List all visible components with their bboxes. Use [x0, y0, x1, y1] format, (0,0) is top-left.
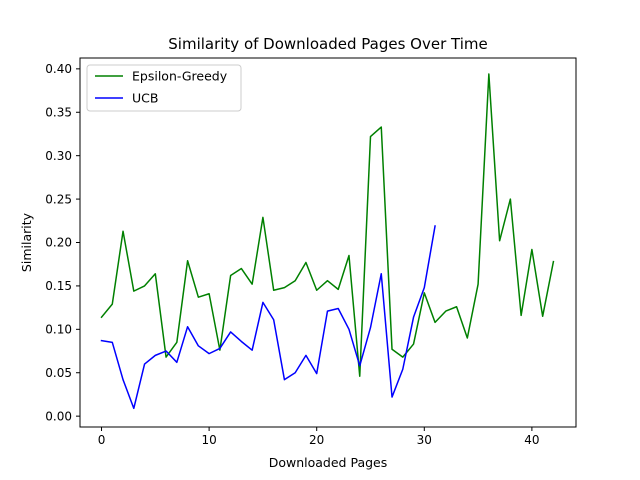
- series-layer: [100, 73, 555, 410]
- y-axis-label: Similarity: [19, 212, 34, 272]
- x-ticks: 0 10 20 30 40: [98, 427, 540, 447]
- x-tick-label: 40: [524, 433, 539, 447]
- x-axis-label: Downloaded Pages: [269, 455, 388, 470]
- y-tick-label: 0.15: [45, 279, 72, 293]
- y-tick-label: 0.30: [45, 149, 72, 163]
- legend: Epsilon-Greedy UCB: [86, 64, 242, 112]
- chart-title: Similarity of Downloaded Pages Over Time: [168, 35, 487, 53]
- x-tick-label: 0: [98, 433, 106, 447]
- legend-box: [86, 64, 242, 112]
- legend-label-ucb: UCB: [132, 91, 158, 106]
- x-tick-label: 20: [309, 433, 324, 447]
- series-line-ucb: [100, 225, 436, 410]
- y-tick-label: 0.25: [45, 192, 72, 206]
- y-tick-label: 0.10: [45, 323, 72, 337]
- legend-label-epsilon-greedy: Epsilon-Greedy: [132, 69, 228, 84]
- plot-area: [80, 58, 576, 427]
- y-tick-label: 0.40: [45, 62, 72, 76]
- y-tick-label: 0.35: [45, 105, 72, 119]
- x-tick-label: 10: [201, 433, 216, 447]
- y-tick-label: 0.00: [45, 409, 72, 423]
- y-tick-label: 0.20: [45, 236, 72, 250]
- y-tick-label: 0.05: [45, 366, 72, 380]
- x-tick-label: 30: [417, 433, 432, 447]
- series-line-epsilon-greedy: [100, 73, 555, 377]
- y-ticks: 0.00 0.05 0.10 0.15 0.20 0.25 0.30 0.35 0.40: [45, 62, 80, 423]
